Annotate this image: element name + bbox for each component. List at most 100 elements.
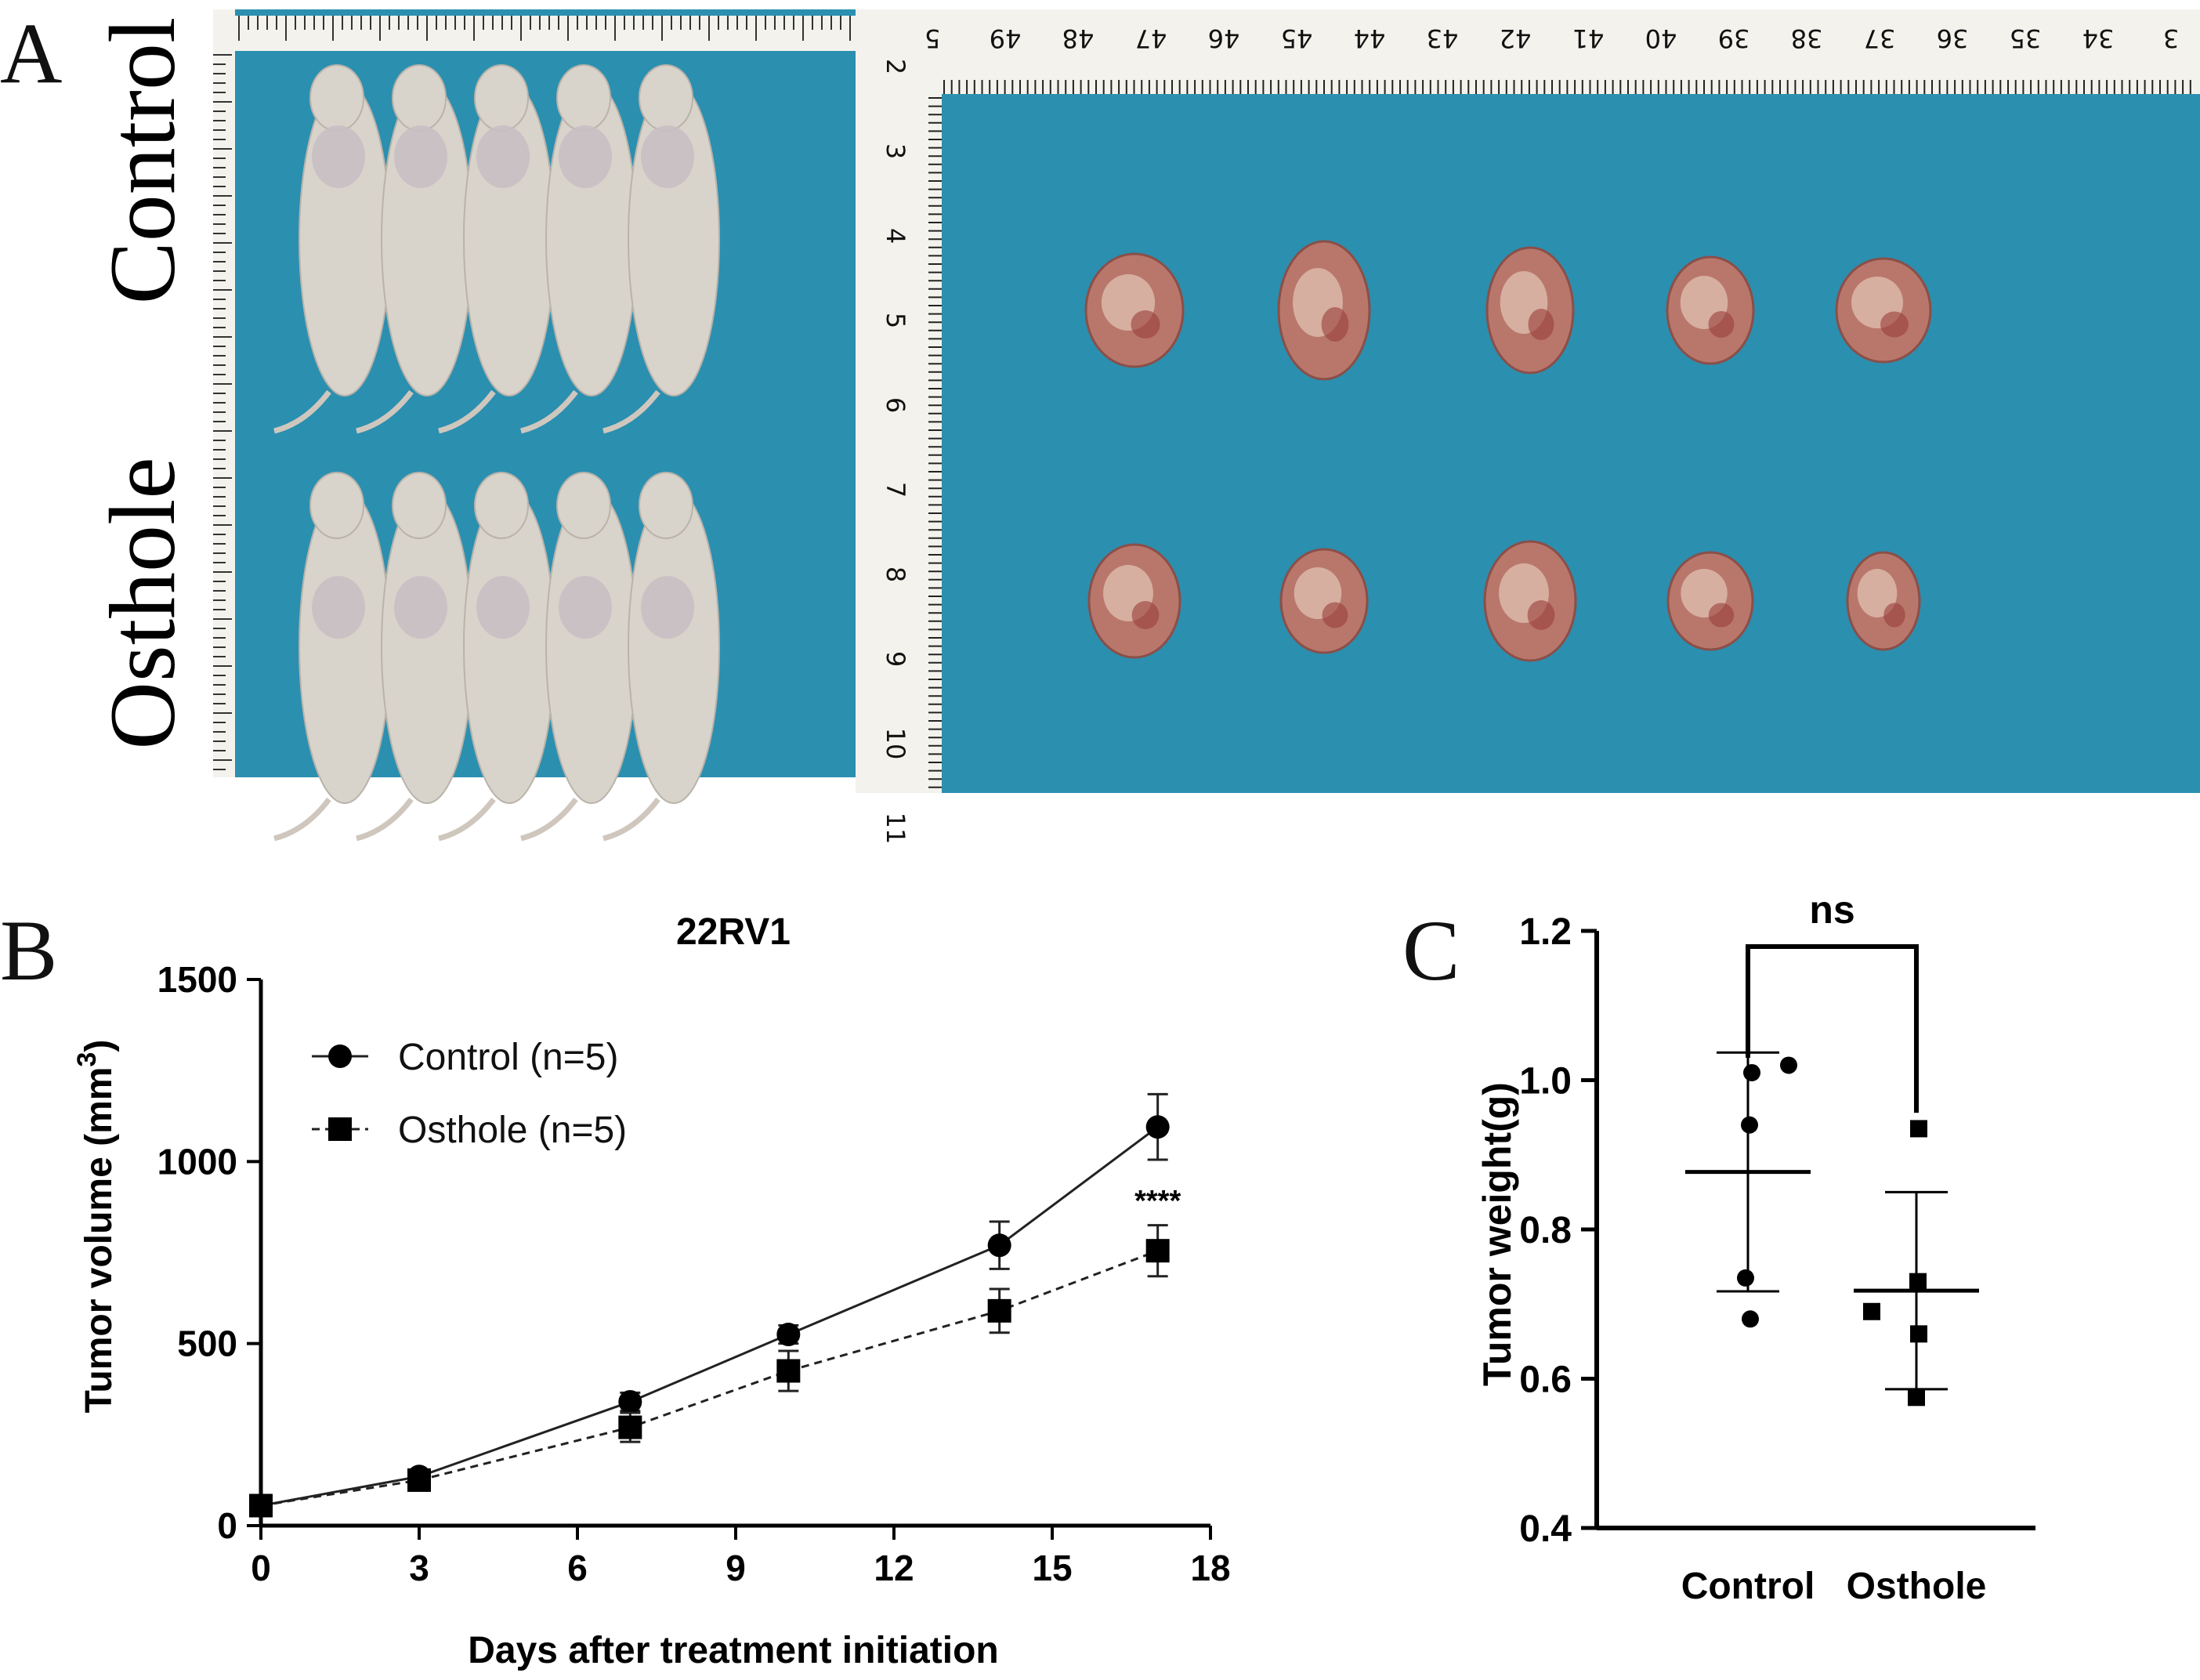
ruler-top-number: 43 [1427,24,1459,53]
chart-c-ytick-label: 1.0 [1519,1061,1572,1102]
data-point [1741,1116,1758,1134]
chart-b-title: 22RV1 [676,911,791,953]
tumor-control-4 [1666,255,1755,365]
tumor-control-2 [1277,240,1371,381]
row-label-control: Control [90,17,194,305]
data-point [1742,1310,1759,1328]
chart-b-ytick-label: 1000 [157,1141,237,1182]
ruler-top-number: 44 [1354,24,1386,53]
chart-b-xtick-label: 6 [567,1548,588,1588]
ruler-top-number: 5 [925,24,940,53]
chart-b-xtick-label: 12 [874,1548,914,1588]
panel-a-letter: A [0,5,62,101]
chart-b-xtick-label: 18 [1190,1548,1230,1588]
ruler-left-number: 8 [881,567,910,582]
data-point [776,1359,801,1383]
data-point [1910,1325,1927,1343]
ruler-left-number: 11 [881,813,910,845]
series-control [249,1092,1170,1518]
tumor-osthole-2 [1279,548,1369,654]
data-point [1145,1239,1170,1263]
mouse-control-5 [602,64,720,434]
legend-item-osthole: Osthole (n=5) [312,1110,627,1151]
ruler-top-number: 34 [2082,24,2115,53]
tumor-osthole-5 [1846,551,1921,651]
ruler-top-number: 36 [1937,24,1969,53]
chart-c-ytick-label: 0.8 [1519,1210,1572,1251]
chart-b-legend: Control (n=5) Osthole (n=5) [312,1037,627,1151]
ruler-top-number: 3 [2163,24,2179,53]
ruler-left-number: 3 [881,143,910,159]
ruler-top-number: 40 [1645,24,1677,53]
chart-b-ticks: 0 3 6 9 12 15 18 0 500 1000 1500 [157,959,1231,1588]
data-point [1863,1302,1880,1320]
ruler-top-number: 49 [990,24,1022,53]
chart-b-ytick-label: 0 [217,1505,237,1546]
data-point [1737,1269,1754,1287]
chart-c-axes [1594,931,2035,1530]
tumors-group [1084,240,1932,662]
chart-b-annotation: **** [1134,1185,1181,1218]
tumor-control-1 [1084,252,1185,368]
chart-c-category-osthole: Osthole [1847,1566,1987,1607]
mouse-control-2 [356,64,473,434]
mouse-osthole-3 [438,472,555,842]
chart-b-series [249,1092,1170,1518]
ruler-top-number: 35 [2010,24,2042,53]
chart-c-ylabel: Tumor weight(g) [1475,1082,1519,1386]
mouse-control-4 [520,64,638,434]
tumor-osthole-3 [1483,540,1577,662]
ruler-left-number: 4 [881,228,910,244]
ruler-top-number: 38 [1791,24,1823,53]
chart-b-xtick-label: 0 [251,1548,271,1588]
ruler-top-number: 42 [1500,24,1532,53]
photo-tumors: 5 49 48 47 46 45 44 43 42 41 40 39 38 37 36 35 34 3 23456… [856,9,2200,844]
ruler-left-number: 7 [881,482,910,498]
data-point [1145,1115,1170,1139]
chart-c-points [1685,1051,1979,1407]
row-label-osthole: Osthole [90,457,194,749]
chart-b-xtick-label: 15 [1032,1548,1072,1588]
panel-c: C 0.4 0.6 0.8 1.0 1.2 ns Tumor weight(g) Con… [1402,888,2035,1607]
series-osthole [249,1224,1170,1518]
chart-c-ytick-label: 0.6 [1519,1360,1572,1401]
ruler-left-number: 6 [881,397,910,413]
photo-mice [213,9,856,842]
legend-label: Osthole (n=5) [398,1110,627,1151]
panel-a: A Control Osthole 5 49 48 47 46 45 44 43 42 41 40 3… [0,5,2200,844]
panel-c-letter: C [1402,903,1460,998]
chart-c-ytick-label: 1.2 [1519,911,1572,953]
legend-marker [328,1045,352,1068]
ruler-top-number: 39 [1718,24,1750,53]
data-point [249,1494,273,1518]
ruler-left-number: 9 [881,651,910,667]
significance-bracket [1746,944,1919,1113]
series-line [260,1249,1159,1507]
data-point [987,1298,1011,1323]
chart-c-ytick-label: 0.4 [1519,1508,1572,1550]
ruler-top-number: 48 [1062,24,1095,53]
tumor-control-3 [1485,246,1575,375]
group-control [1685,1051,1811,1328]
ruler-top-number: 41 [1572,24,1605,53]
chart-b-ytick-label: 500 [177,1323,237,1364]
data-point [618,1390,642,1414]
chart-c-significance: ns [1746,888,1919,1113]
data-point [1909,1273,1927,1291]
chart-b-xtick-label: 3 [409,1548,429,1588]
mouse-osthole-1 [273,472,391,842]
mouse-control-3 [438,64,555,434]
ruler-top-number: 46 [1208,24,1240,53]
ruler-top-number: 37 [1864,24,1896,53]
chart-b-ytick-label: 1500 [157,959,237,1000]
data-point [407,1468,431,1492]
chart-b-xlabel: Days after treatment initiation [468,1630,998,1671]
data-point [776,1323,801,1347]
chart-b-ylabel: Tumor volume (mm3) [72,1040,120,1414]
mouse-osthole-5 [602,472,720,842]
tumor-control-5 [1835,257,1932,364]
panel-b-letter: B [0,903,57,998]
data-point [1780,1056,1797,1074]
ruler-left-labels: 2 3 4 5 6 7 8 9 10 11 [881,59,910,845]
